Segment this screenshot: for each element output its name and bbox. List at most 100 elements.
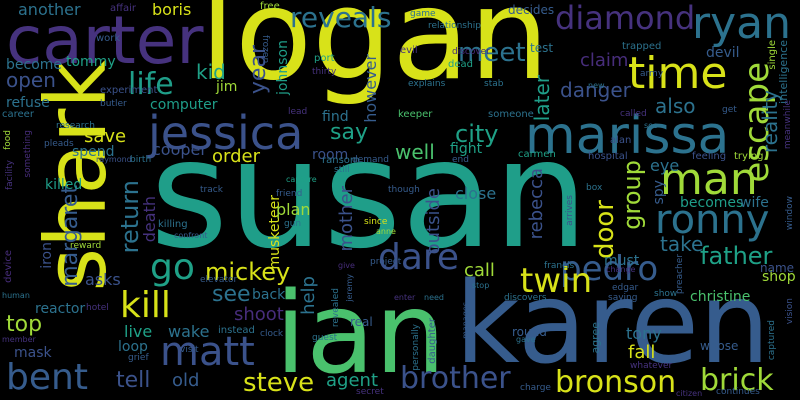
word: discovers	[504, 293, 547, 303]
word: steve	[243, 368, 315, 398]
word: city	[455, 120, 499, 148]
word: jeremy	[345, 274, 354, 302]
word: spend	[72, 144, 115, 160]
word: friend	[276, 189, 303, 199]
word: wife	[740, 195, 769, 211]
word: though	[388, 185, 420, 195]
word: since	[364, 217, 388, 227]
word: ronny	[655, 197, 770, 243]
word: johnson	[275, 40, 291, 95]
word: work	[96, 33, 121, 44]
word: daughter	[427, 318, 438, 364]
word: butler	[100, 99, 127, 109]
word: free	[260, 1, 280, 12]
word: give	[338, 261, 355, 270]
word: whatever	[630, 361, 673, 371]
word: carmen	[518, 149, 556, 160]
word: twin	[520, 261, 593, 301]
word: new	[588, 81, 605, 90]
word: bent	[6, 357, 88, 398]
word: jim	[216, 79, 238, 95]
word: eye	[650, 156, 680, 175]
word: wake	[168, 322, 210, 341]
word: karen	[455, 259, 770, 389]
word: whose	[700, 339, 739, 353]
word: facility	[5, 160, 15, 190]
word: get	[722, 105, 737, 115]
word: logan	[200, 0, 550, 108]
word: citizen	[676, 389, 703, 398]
word: man	[660, 154, 758, 205]
word: track	[200, 185, 223, 195]
word: asks	[85, 270, 121, 289]
word: say	[330, 120, 368, 145]
word: outside	[423, 188, 444, 255]
word: demand	[352, 155, 389, 165]
word: another	[18, 0, 81, 19]
word: diamond	[555, 0, 696, 37]
word: gun	[284, 219, 302, 229]
word: continues	[716, 387, 760, 397]
word: feeling	[692, 151, 727, 162]
word: vision	[785, 298, 795, 325]
word: meanwhile	[783, 100, 793, 150]
word: project	[370, 257, 402, 267]
word: window	[785, 196, 795, 231]
word: help	[298, 276, 319, 315]
word: affair	[110, 3, 137, 14]
word: captured	[767, 320, 777, 361]
word: killed	[45, 177, 83, 193]
word: plan	[276, 200, 311, 219]
word: group	[618, 160, 646, 230]
word: stop	[472, 281, 490, 290]
word: revealed	[331, 288, 341, 328]
word: christine	[690, 289, 751, 305]
word: tommy	[66, 54, 116, 70]
word: instead	[218, 325, 255, 336]
word: reactor	[35, 301, 86, 317]
word: old	[172, 370, 200, 391]
word: tony	[626, 324, 662, 343]
word: kid	[196, 60, 226, 84]
word: pedro	[560, 249, 659, 289]
word: find	[322, 109, 349, 125]
word: ryan	[692, 0, 791, 49]
word: time	[628, 48, 728, 99]
word: loop	[118, 339, 148, 355]
word: someone	[488, 109, 534, 120]
word: port	[314, 53, 335, 64]
word: danger	[560, 78, 631, 102]
word: experiment	[100, 85, 158, 96]
word: food	[3, 130, 13, 150]
word: something	[23, 130, 33, 178]
word: becomes	[680, 195, 744, 211]
word: close	[455, 184, 497, 203]
word: order	[212, 146, 260, 167]
word: marissa	[525, 106, 730, 166]
word: game	[410, 9, 436, 19]
word: dare	[378, 237, 460, 278]
word: fall	[628, 342, 656, 363]
word: edgar	[612, 283, 639, 293]
word: shoot	[234, 304, 284, 325]
word: well	[395, 140, 435, 164]
word: confront	[174, 231, 208, 240]
word: boris	[152, 0, 192, 19]
word: gave	[516, 335, 536, 344]
word: devil	[706, 45, 740, 61]
word: raymond	[96, 155, 132, 164]
word: army	[640, 69, 664, 79]
word: visit	[180, 345, 199, 355]
word: bronson	[555, 365, 677, 400]
word: saying	[608, 293, 638, 303]
word: end	[452, 155, 469, 165]
word: career	[2, 109, 34, 120]
word: need	[424, 293, 444, 302]
word: francis	[544, 261, 575, 271]
word: take	[660, 232, 704, 256]
word: claim	[580, 50, 629, 71]
word: agree	[589, 322, 602, 354]
word: anne	[376, 227, 396, 236]
word: frozen	[260, 35, 270, 64]
